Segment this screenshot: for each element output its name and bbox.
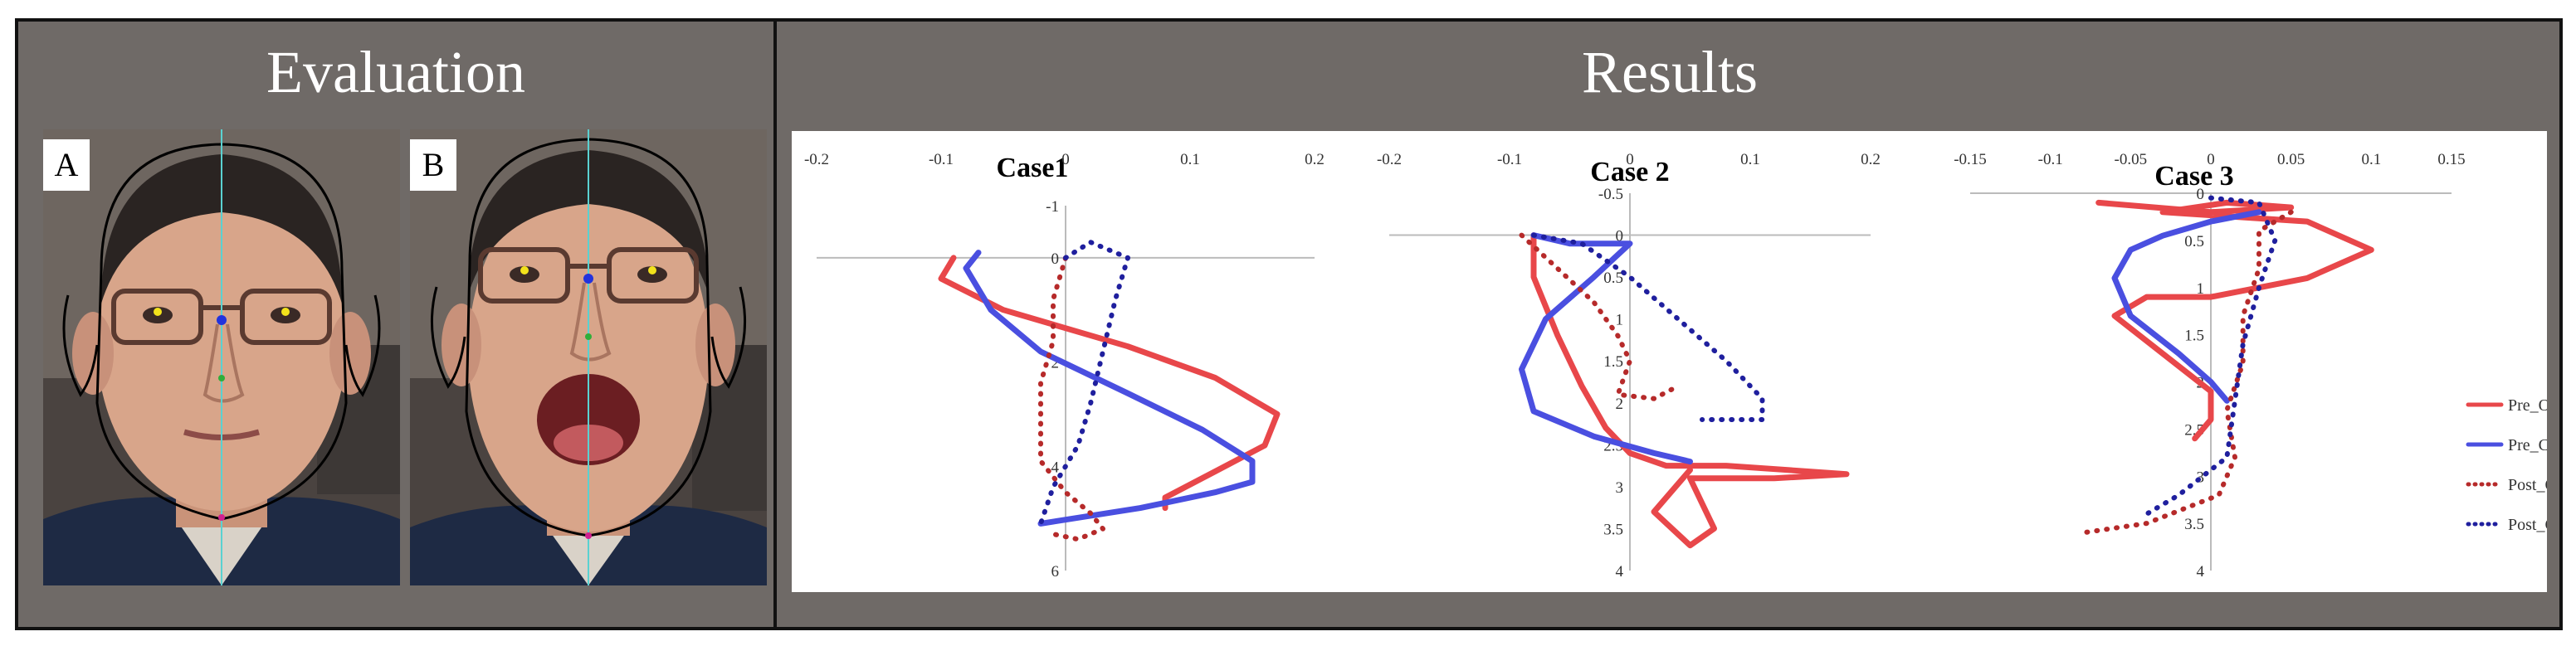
x-tick-label: -0.1 <box>2038 151 2063 168</box>
chart-case-1: Case1 -0.2 -0.1 0 0.1 0.2 -1 0 2 4 6 <box>804 151 1325 580</box>
chart-title: Case 2 <box>1590 157 1669 187</box>
y-tick-label: 1 <box>2197 280 2205 298</box>
x-tick-label: 0 <box>1626 151 1634 168</box>
panel-divider <box>773 22 777 627</box>
evaluation-title: Evaluation <box>266 39 525 105</box>
series-line-pre-open <box>938 255 1281 512</box>
y-tick-label: -1 <box>1046 198 1059 216</box>
legend-label: Post_Close <box>2508 516 2547 534</box>
x-tick-label: -0.15 <box>1954 151 1987 168</box>
legend-label: Post_Open <box>2508 476 2547 494</box>
x-tick-label: 0 <box>2207 151 2215 168</box>
y-tick-label: 6 <box>1051 563 1060 580</box>
results-chart-panel: Case1 -0.2 -0.1 0 0.1 0.2 -1 0 2 4 6 Case 2 -0.2 -0.1… <box>792 131 2547 592</box>
y-tick-label: 0 <box>1051 250 1060 268</box>
y-tick-label: 0 <box>1616 228 1624 245</box>
chart-title: Case 3 <box>2154 161 2233 192</box>
y-tick-label: 0 <box>2197 186 2205 203</box>
chart-case-3: Case 3 -0.15 -0.1 -0.05 0 0.05 0.1 0.15 0 0.5 1 1.5… <box>1954 151 2465 580</box>
face-open-mouth-image <box>410 129 767 585</box>
chart-case-2: Case 2-0.2 -0.1 0 0.1 0.2-0.500.511.522.533.… <box>1377 151 1881 580</box>
chart-legend: Pre_Open Pre_Close Post_Open Post_Close <box>2466 396 2547 534</box>
series-line-post-close <box>1038 240 1130 527</box>
x-tick-label: 0.1 <box>1740 151 1760 168</box>
photo-a-label: A <box>43 139 90 191</box>
x-tick-label: -0.2 <box>1377 151 1402 168</box>
y-tick-label: 3.5 <box>2184 516 2204 533</box>
x-tick-label: -0.1 <box>1497 151 1522 168</box>
series-line-post-open <box>1519 232 1681 401</box>
x-tick-label: -0.2 <box>804 151 829 168</box>
y-tick-label: 2 <box>1616 396 1624 413</box>
y-tick-label: 1.5 <box>2184 328 2204 345</box>
chart-title: Case1 <box>997 153 1069 183</box>
x-tick-label: -0.05 <box>2115 151 2148 168</box>
x-tick-label: 0.15 <box>2437 151 2465 168</box>
face-photo-a: A <box>43 129 400 585</box>
y-tick-label: -0.5 <box>1598 186 1623 203</box>
y-tick-label: 1.5 <box>1603 353 1623 371</box>
series-line-pre-close <box>963 250 1256 527</box>
x-tick-label: 0 <box>1061 151 1070 168</box>
results-charts: Case1 -0.2 -0.1 0 0.1 0.2 -1 0 2 4 6 Case 2 -0.2 -0.1… <box>804 151 2547 580</box>
y-tick-label: 0.5 <box>1603 270 1623 287</box>
x-tick-label: 0.1 <box>1180 151 1200 168</box>
photo-b-label: B <box>410 139 456 191</box>
series-line-post-close <box>2144 195 2278 517</box>
series-line-pre-open <box>2095 199 2374 442</box>
face-photo-b: B <box>410 129 767 585</box>
results-title: Results <box>1581 39 1759 105</box>
y-tick-label: 1 <box>1616 312 1624 329</box>
x-tick-label: 0.2 <box>1861 151 1881 168</box>
x-tick-label: -0.1 <box>929 151 954 168</box>
x-tick-label: 0.05 <box>2277 151 2305 168</box>
legend-label: Pre_Open <box>2508 396 2547 415</box>
face-closed-mouth-image <box>43 129 400 585</box>
y-tick-label: 4 <box>2197 563 2205 580</box>
y-tick-label: 3 <box>2197 469 2205 486</box>
series-line-post-open <box>1038 255 1105 542</box>
series-line-pre-open <box>1530 232 1850 549</box>
y-tick-label: 0.5 <box>2184 233 2204 250</box>
y-tick-label: 3 <box>1616 479 1624 497</box>
x-tick-label: 0.2 <box>1305 151 1325 168</box>
figure-frame: Evaluation Results <box>15 18 2563 630</box>
legend-label: Pre_Close <box>2508 436 2547 454</box>
x-tick-label: 0.1 <box>2361 151 2381 168</box>
series-line-pre-close <box>1519 232 1693 465</box>
y-tick-label: 2 <box>1051 355 1060 372</box>
y-tick-label: 4 <box>1051 459 1060 476</box>
series-line-post-close <box>1531 232 1765 422</box>
series-line-pre-close <box>2111 209 2262 404</box>
y-tick-label: 3.5 <box>1603 521 1623 538</box>
y-tick-label: 4 <box>1616 563 1624 580</box>
